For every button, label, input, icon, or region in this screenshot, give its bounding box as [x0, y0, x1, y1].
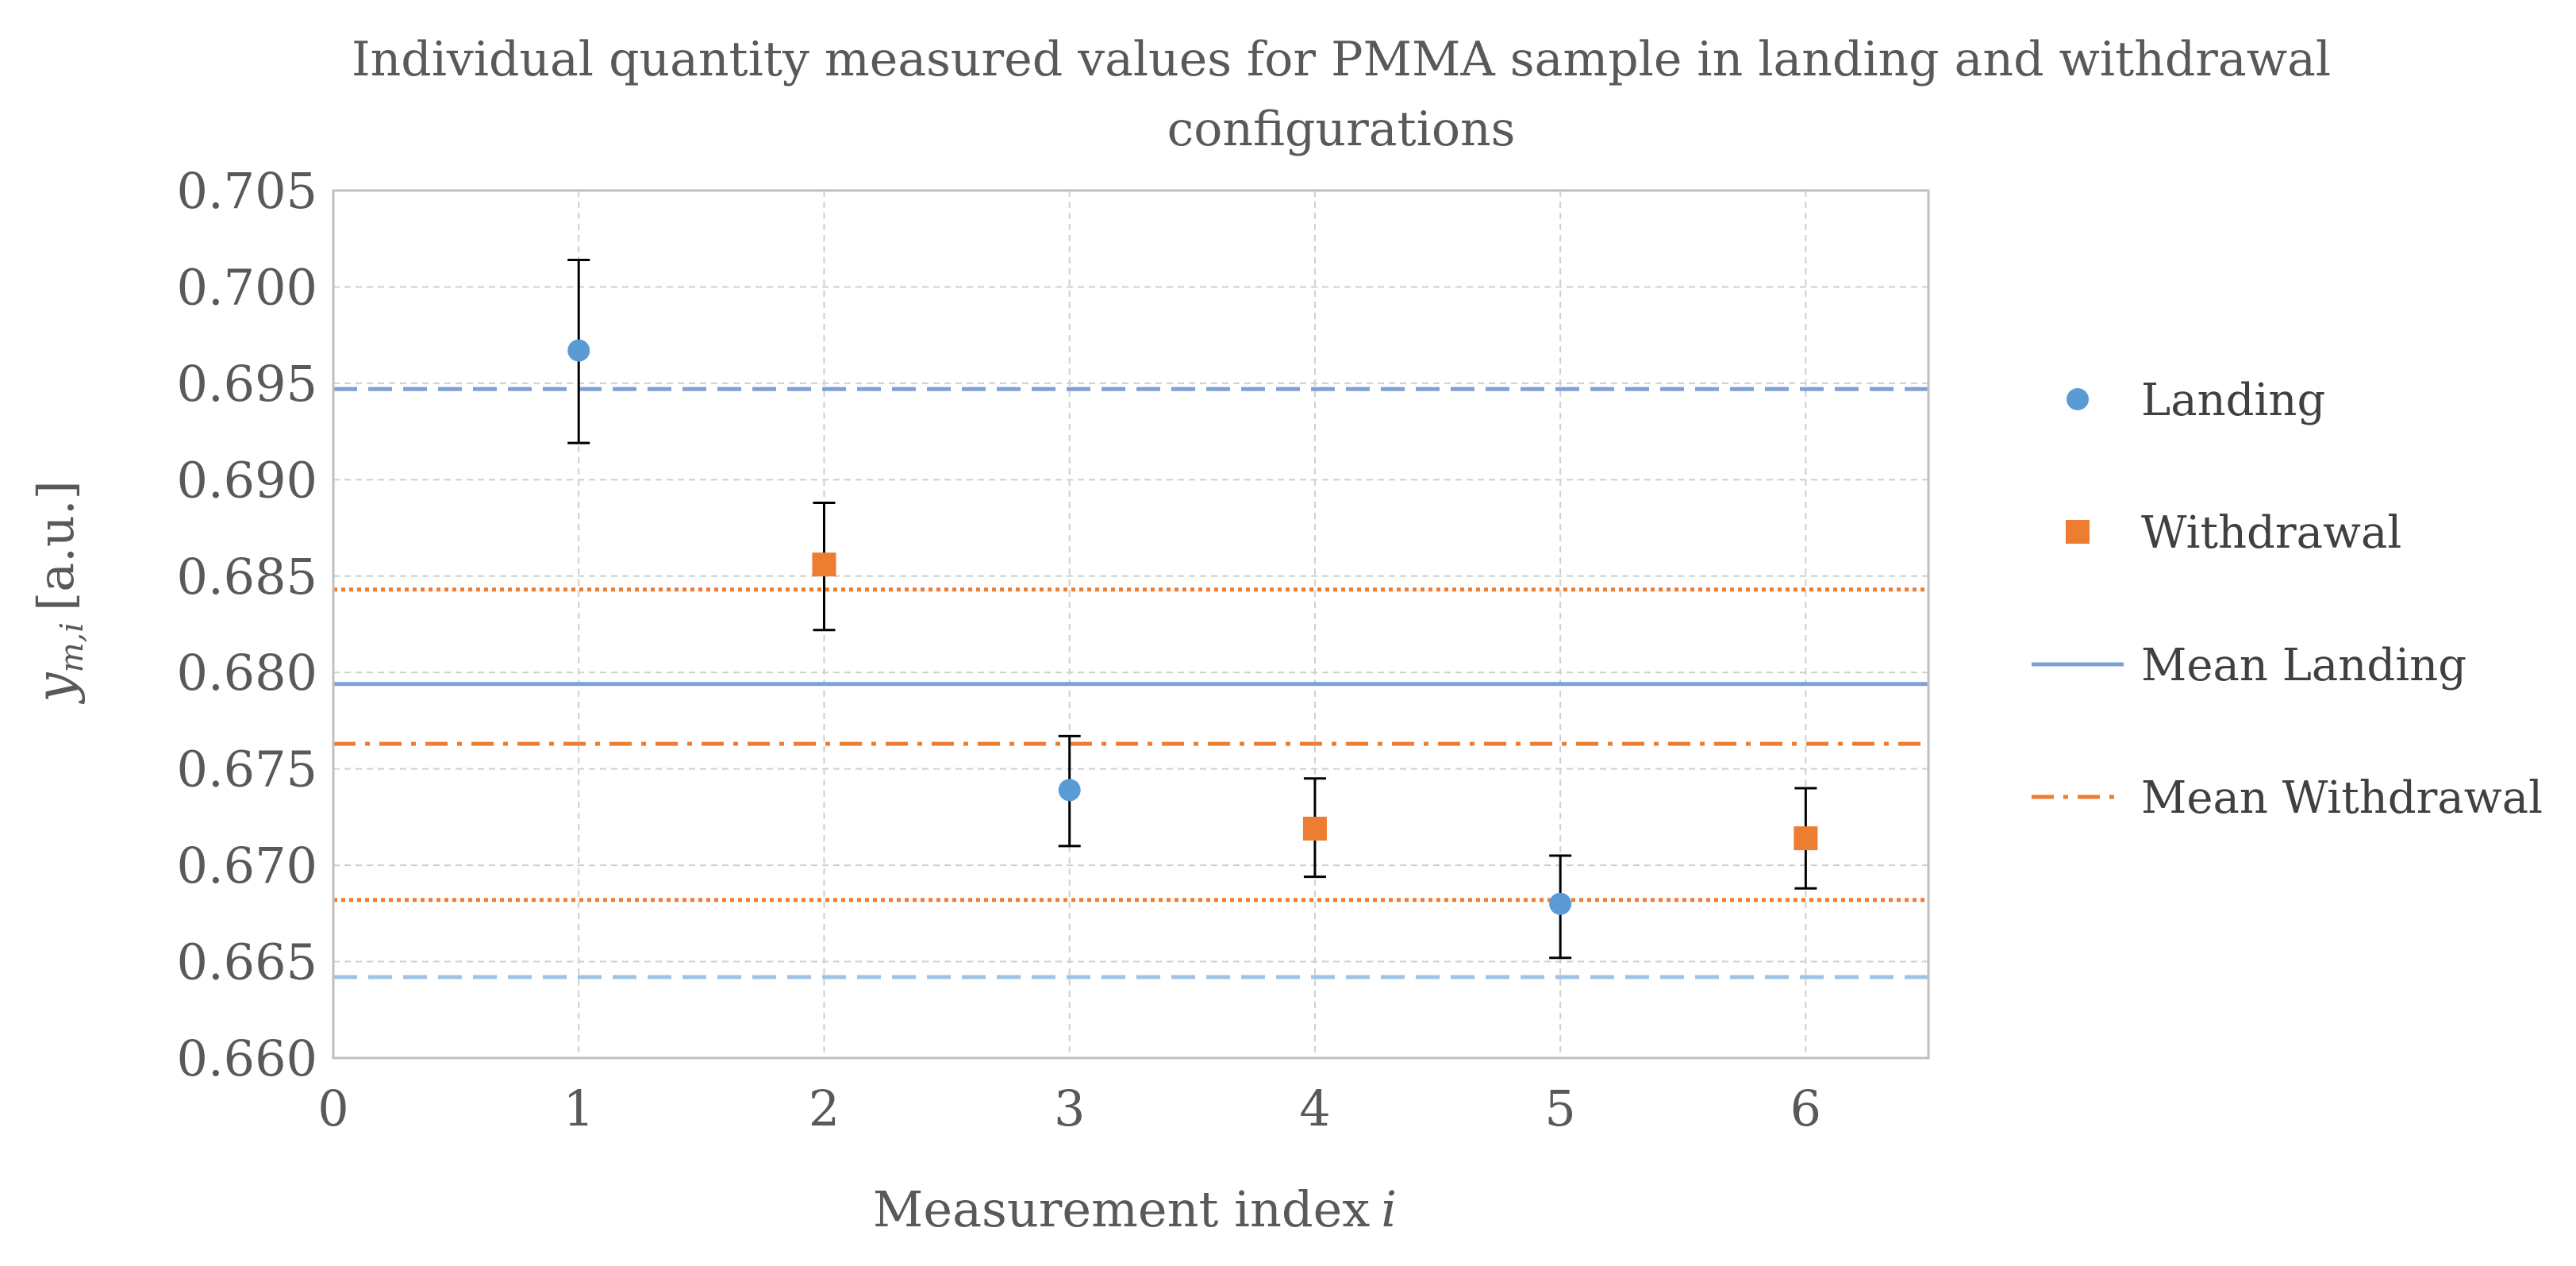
x-tick-label-2: 2: [809, 1079, 840, 1137]
y-tick-label-4: 0.680: [177, 644, 318, 702]
x-axis-title: Measurement index i: [873, 1180, 1397, 1238]
withdrawal-point-1: [1302, 816, 1327, 841]
legend-item-mean-landing: Mean Landing: [2032, 640, 2466, 691]
legend-swatch-landing: [2067, 388, 2089, 410]
y-tick-label-1: 0.665: [177, 933, 318, 991]
landing-point-1: [1058, 779, 1081, 802]
chart-title-line-1: Individual quantity measured values for …: [352, 32, 2331, 87]
y-axis-variable: y: [25, 672, 86, 705]
y-tick-label-5: 0.685: [177, 548, 318, 606]
y-tick-label-7: 0.695: [177, 355, 318, 413]
y-tick-label-6: 0.690: [177, 451, 318, 509]
legend: Landing Withdrawal Mean Landing Mean Withdr…: [2032, 375, 2543, 824]
plot-area: [332, 189, 1930, 1060]
x-axis-label: Measurement index: [873, 1180, 1370, 1238]
y-axis-ticks: 0.660 0.665 0.670 0.675 0.680 0.685 0.690 0.695…: [177, 162, 318, 1087]
legend-swatch-withdrawal: [2066, 520, 2090, 544]
chart-title: Individual quantity measured values for …: [352, 32, 2331, 157]
y-tick-label-8: 0.700: [177, 258, 318, 316]
x-axis-ticks: 0 1 2 3 4 5 6: [317, 1079, 1821, 1137]
y-axis-title: ym,i [a.u.]: [25, 480, 90, 704]
landing-point-2: [1549, 892, 1572, 915]
x-tick-label-0: 0: [317, 1079, 348, 1137]
legend-label-withdrawal: Withdrawal: [2141, 507, 2401, 559]
x-tick-label-5: 5: [1544, 1079, 1575, 1137]
x-tick-label-6: 6: [1790, 1079, 1821, 1137]
y-tick-label-3: 0.675: [177, 741, 318, 798]
data-markers: [567, 339, 1818, 915]
y-tick-label-9: 0.705: [177, 162, 318, 220]
chart-title-line-2: configurations: [1167, 102, 1516, 157]
legend-label-landing: Landing: [2141, 375, 2325, 426]
legend-label-mean-landing: Mean Landing: [2141, 640, 2466, 691]
withdrawal-point-0: [812, 552, 836, 577]
x-tick-label-4: 4: [1299, 1079, 1330, 1137]
y-tick-label-0: 0.660: [177, 1029, 318, 1087]
x-tick-label-1: 1: [563, 1079, 594, 1137]
y-axis-subscript: m,i: [54, 622, 90, 672]
x-tick-label-3: 3: [1054, 1079, 1085, 1137]
y-tick-label-2: 0.670: [177, 837, 318, 895]
legend-item-withdrawal: Withdrawal: [2066, 507, 2401, 559]
x-axis-variable: i: [1381, 1180, 1397, 1238]
reference-lines: [333, 387, 1928, 979]
legend-label-mean-withdrawal: Mean Withdrawal: [2141, 772, 2543, 824]
legend-item-mean-withdrawal: Mean Withdrawal: [2032, 772, 2543, 824]
y-axis-unit: [a.u.]: [27, 480, 85, 611]
error-bars: [567, 258, 1817, 960]
landing-point-0: [567, 339, 590, 362]
grid: [333, 190, 1929, 1059]
legend-item-landing: Landing: [2067, 375, 2325, 426]
withdrawal-point-2: [1794, 826, 1818, 851]
